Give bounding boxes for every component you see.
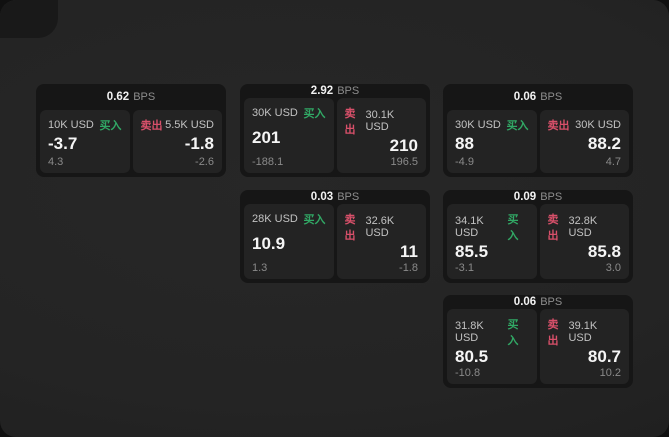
buy-price: 88 (455, 134, 474, 154)
buy-label: 买入 (303, 214, 326, 227)
buy-delta: 4.3 (48, 156, 64, 168)
bps-unit-label: BPS (133, 91, 156, 103)
quote-card: 0.62 BPS 10K USD 买入 -3.7 4.3 卖出 5.5K USD… (36, 84, 226, 177)
sell-label: 卖出 (547, 120, 570, 132)
sell-label: 卖出 (547, 319, 559, 348)
quote-card: 0.03 BPS 28K USD 买入 10.9 1.3 卖出 32.6K US… (240, 190, 430, 283)
bps-value: 0.03 (310, 191, 334, 204)
buy-price: -3.7 (48, 134, 78, 154)
window-corner-overlay (0, 0, 58, 38)
sell-price: -1.8 (184, 134, 214, 154)
buy-quote-panel[interactable]: 30K USD 买入 88 -4.9 (447, 110, 537, 173)
sell-delta: 196.5 (390, 156, 418, 168)
card-header: 0.62 BPS (40, 84, 222, 110)
sell-quote-panel[interactable]: 卖出 5.5K USD -1.8 -2.6 (132, 110, 222, 173)
buy-delta: -3.1 (455, 262, 474, 274)
card-header: 2.92 BPS (244, 84, 426, 98)
sell-delta: 10.2 (599, 367, 621, 379)
buy-size: 34.1K USD (455, 215, 484, 240)
bps-value: 0.62 (106, 91, 130, 103)
sell-size: 39.1K USD (568, 320, 598, 345)
buy-label: 买入 (99, 120, 122, 132)
buy-size: 28K USD (252, 213, 298, 226)
card-header: 0.06 BPS (447, 295, 629, 309)
buy-label: 买入 (506, 120, 529, 132)
buy-quote-panel[interactable]: 34.1K USD 买入 85.5 -3.1 (447, 204, 537, 279)
sell-delta: 3.0 (605, 262, 621, 274)
sell-quote-panel[interactable]: 卖出 30K USD 88.2 4.7 (539, 110, 629, 173)
sell-delta: -1.8 (399, 262, 418, 274)
quote-card: 0.06 BPS 30K USD 买入 88 -4.9 卖出 30K USD 8… (443, 84, 633, 177)
buy-price: 80.5 (455, 347, 489, 367)
buy-delta: 1.3 (252, 262, 268, 274)
buy-size: 31.8K USD (455, 320, 484, 345)
sell-delta: 4.7 (605, 156, 621, 168)
buy-price: 201 (252, 128, 281, 148)
sell-price: 210 (389, 136, 418, 156)
buy-quote-panel[interactable]: 31.8K USD 买入 80.5 -10.8 (447, 309, 537, 384)
quote-card: 2.92 BPS 30K USD 买入 201 -188.1 卖出 30.1K … (240, 84, 430, 177)
buy-size: 30K USD (455, 119, 501, 131)
sell-label: 卖出 (547, 214, 559, 243)
bps-value: 0.06 (513, 91, 537, 103)
sell-quote-panel[interactable]: 卖出 32.6K USD 11 -1.8 (336, 204, 426, 279)
bps-value: 0.09 (513, 191, 537, 204)
buy-price: 85.5 (455, 242, 489, 262)
sell-quote-panel[interactable]: 卖出 30.1K USD 210 196.5 (336, 98, 426, 173)
card-header: 0.03 BPS (244, 190, 426, 204)
bps-unit-label: BPS (337, 191, 360, 204)
bps-unit-label: BPS (337, 85, 360, 98)
sell-price: 85.8 (587, 242, 621, 262)
buy-quote-panel[interactable]: 28K USD 买入 10.9 1.3 (244, 204, 334, 279)
buy-delta: -4.9 (455, 156, 474, 168)
buy-label: 买入 (507, 319, 519, 348)
sell-size: 30K USD (575, 119, 621, 131)
card-header: 0.09 BPS (447, 190, 629, 204)
bps-unit-label: BPS (540, 296, 563, 309)
buy-delta: -188.1 (252, 156, 284, 168)
quote-card: 0.09 BPS 34.1K USD 买入 85.5 -3.1 卖出 32.8K… (443, 190, 633, 283)
buy-price: 10.9 (252, 234, 286, 254)
buy-quote-panel[interactable]: 30K USD 买入 201 -188.1 (244, 98, 334, 173)
sell-quote-panel[interactable]: 卖出 32.8K USD 85.8 3.0 (539, 204, 629, 279)
buy-delta: -10.8 (455, 367, 481, 379)
buy-quote-panel[interactable]: 10K USD 买入 -3.7 4.3 (40, 110, 130, 173)
bps-unit-label: BPS (540, 191, 563, 204)
sell-quote-panel[interactable]: 卖出 39.1K USD 80.7 10.2 (539, 309, 629, 384)
bps-unit-label: BPS (540, 91, 563, 103)
sell-price: 80.7 (587, 347, 621, 367)
sell-size: 5.5K USD (165, 119, 214, 131)
sell-size: 32.8K USD (568, 215, 598, 240)
buy-size: 10K USD (48, 119, 94, 131)
sell-size: 30.1K USD (365, 109, 395, 134)
buy-label: 买入 (507, 214, 519, 243)
sell-delta: -2.6 (195, 156, 214, 168)
sell-label: 卖出 (344, 214, 356, 243)
buy-label: 买入 (303, 108, 326, 121)
buy-size: 30K USD (252, 107, 298, 120)
bps-value: 2.92 (310, 85, 334, 98)
sell-label: 卖出 (140, 120, 163, 132)
sell-price: 11 (400, 242, 418, 262)
sell-price: 88.2 (587, 134, 621, 154)
bps-value: 0.06 (513, 296, 537, 309)
quote-card: 0.06 BPS 31.8K USD 买入 80.5 -10.8 卖出 39.1… (443, 295, 633, 388)
sell-label: 卖出 (344, 108, 356, 137)
card-header: 0.06 BPS (447, 84, 629, 110)
sell-size: 32.6K USD (365, 215, 395, 240)
